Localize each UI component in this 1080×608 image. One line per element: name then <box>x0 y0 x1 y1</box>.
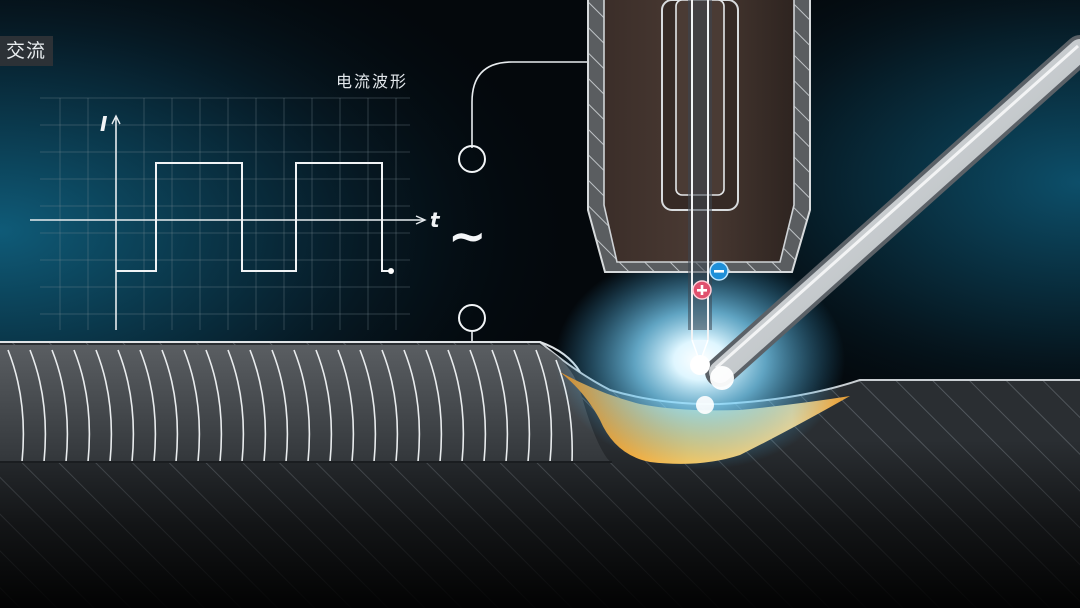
callout-line-top <box>471 61 630 148</box>
mode-label: 交流 <box>0 36 54 66</box>
x-axis-label: t <box>430 208 440 232</box>
weld-bead <box>0 341 612 463</box>
ac-symbol: ~ <box>448 209 487 263</box>
y-axis-label: I <box>100 112 108 136</box>
tungsten-electrode <box>688 0 712 365</box>
wave-end-dot <box>388 268 394 274</box>
plus-charge-icon <box>692 280 712 300</box>
minus-charge-icon <box>709 261 729 281</box>
filler-rod <box>705 35 1080 387</box>
waveform-grid <box>40 97 410 330</box>
waveform-title: 电流波形 <box>336 72 409 91</box>
callout-circle-top <box>458 145 486 173</box>
waveform-axes <box>30 114 427 330</box>
square-wave-line <box>116 162 390 272</box>
